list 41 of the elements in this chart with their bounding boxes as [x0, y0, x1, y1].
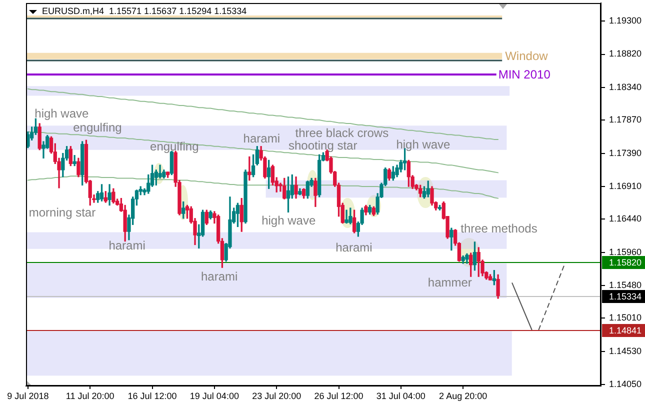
- x-tick-label: 16 Jul 12:00: [128, 390, 177, 401]
- y-tick-label: 1.14050: [609, 379, 642, 390]
- y-tick-label: 1.18820: [609, 48, 642, 59]
- ref-line-label: 1.14841: [609, 325, 642, 336]
- x-tick-label: 19 Jul 04:00: [190, 390, 239, 401]
- y-tick-label: 1.18340: [609, 82, 642, 92]
- y-tick-label: 1.17870: [609, 114, 642, 125]
- y-tick-label: 1.14530: [609, 346, 642, 356]
- ref-line-label: 1.15820: [609, 257, 642, 268]
- ref-line-label: MIN 2010: [498, 67, 551, 82]
- y-tick-label: 1.15960: [609, 246, 642, 257]
- y-tick-label: 1.16440: [609, 214, 642, 224]
- annotation: harami: [243, 131, 280, 146]
- annotation: high wave: [396, 137, 451, 152]
- annotation: harami: [108, 238, 146, 252]
- annotation: morning star: [28, 205, 96, 220]
- y-tick-label: 1.16910: [609, 181, 642, 192]
- ref-line-label: 1.15334: [609, 291, 642, 302]
- annotation: engulfing: [73, 120, 122, 134]
- candlestick: [72, 155, 76, 166]
- x-tick-label: 26 Jul 12:00: [314, 390, 364, 401]
- chart-title: EURUSD.m,H4 1.15571 1.15637 1.15294 1.15334: [42, 6, 247, 17]
- annotation: three methods: [460, 221, 538, 236]
- x-tick-label: 23 Jul 20:00: [252, 390, 302, 401]
- y-tick-label: 1.15480: [609, 280, 642, 290]
- band-label: Window: [505, 48, 548, 63]
- x-tick-label: 2 Aug 20:00: [439, 390, 488, 401]
- annotation: harami: [201, 269, 238, 284]
- annotation: harami: [336, 240, 372, 254]
- x-tick-label: 9 Jul 2018: [7, 390, 49, 401]
- x-tick-label: 31 Jul 04:00: [376, 390, 426, 401]
- annotation: hammer: [428, 275, 472, 290]
- annotation: three black crows: [295, 126, 389, 140]
- y-tick-label: 1.15010: [609, 312, 642, 323]
- annotation: engulfing: [150, 139, 199, 154]
- annotation: high wave: [262, 213, 316, 228]
- y-tick-label: 1.17390: [609, 148, 642, 158]
- annotation: high wave: [34, 106, 90, 120]
- annotation: shooting star: [288, 138, 358, 152]
- y-tick-label: 1.19300: [609, 15, 642, 26]
- x-tick-label: 11 Jul 20:00: [66, 390, 114, 401]
